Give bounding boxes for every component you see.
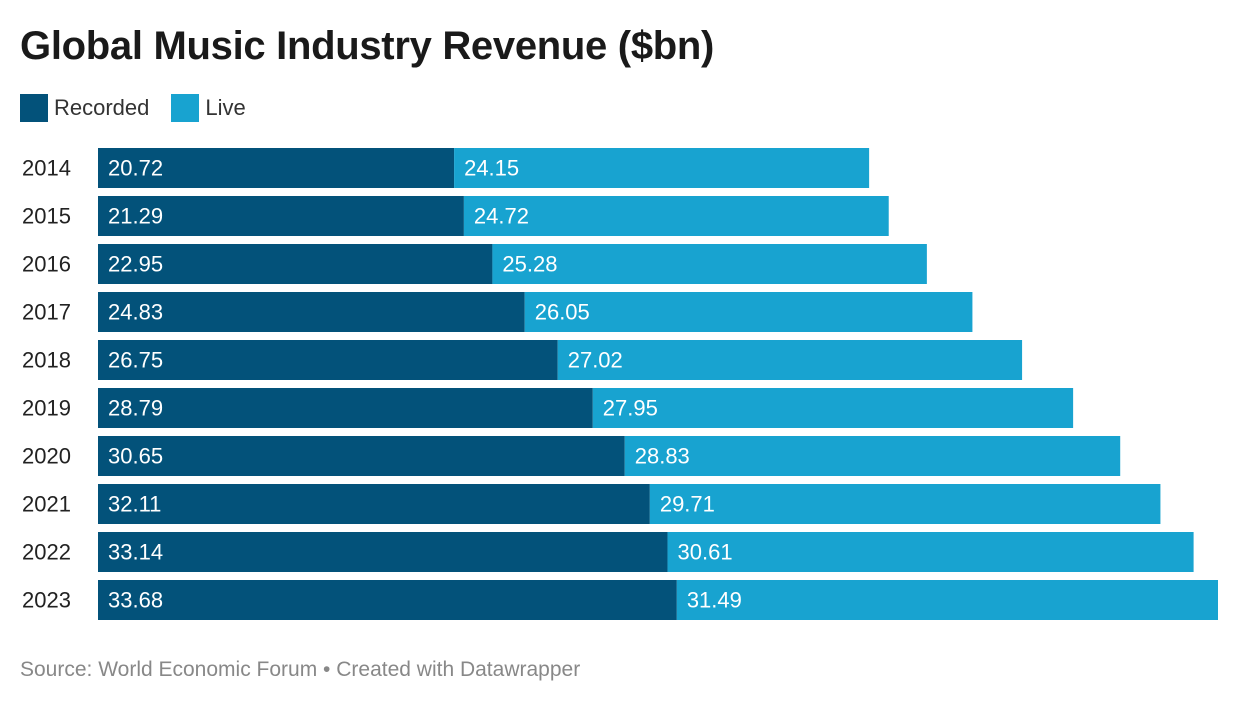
data-label-live-2022: 30.61: [678, 540, 733, 565]
bar-recorded-2017: [98, 292, 525, 332]
data-label-live-2018: 27.02: [568, 348, 623, 373]
category-label-2022: 2022: [22, 540, 71, 565]
legend-item-live: Live: [171, 94, 246, 122]
bar-recorded-2015: [98, 196, 464, 236]
data-label-live-2016: 25.28: [502, 252, 557, 277]
legend-swatch-live: [171, 94, 200, 122]
data-label-recorded-2015: 21.29: [108, 204, 163, 229]
bar-recorded-2014: [98, 148, 455, 188]
legend-label-recorded: Recorded: [54, 95, 150, 120]
bar-recorded-2019: [98, 388, 593, 428]
data-label-recorded-2018: 26.75: [108, 348, 163, 373]
bar-live-2016: [492, 244, 927, 284]
bar-recorded-2020: [98, 436, 625, 476]
category-label-2016: 2016: [22, 252, 71, 277]
data-label-live-2017: 26.05: [535, 300, 590, 325]
data-label-live-2015: 24.72: [474, 204, 529, 229]
category-label-2023: 2023: [22, 588, 71, 613]
bar-recorded-2023: [98, 580, 677, 620]
bar-live-2015: [463, 196, 889, 236]
bar-live-2021: [649, 484, 1161, 524]
data-label-recorded-2019: 28.79: [108, 396, 163, 421]
bar-recorded-2018: [98, 340, 558, 380]
data-label-recorded-2014: 20.72: [108, 156, 163, 181]
bar-live-2019: [592, 388, 1074, 428]
bar-live-2017: [524, 292, 973, 332]
bar-live-2020: [624, 436, 1121, 476]
bar-recorded-2016: [98, 244, 493, 284]
bar-live-2022: [667, 532, 1194, 572]
data-label-recorded-2023: 33.68: [108, 588, 163, 613]
data-label-recorded-2020: 30.65: [108, 444, 163, 469]
data-label-recorded-2021: 32.11: [108, 492, 161, 517]
category-label-2019: 2019: [22, 396, 71, 421]
data-label-recorded-2022: 33.14: [108, 540, 163, 565]
category-label-2018: 2018: [22, 348, 71, 373]
data-label-live-2023: 31.49: [687, 588, 742, 613]
bar-live-2018: [557, 340, 1023, 380]
legend: Recorded Live: [20, 94, 268, 122]
chart-title: Global Music Industry Revenue ($bn): [20, 24, 715, 68]
bar-chart: 2014 20.72 24.15 2015 21.29 24.72 2016 22.95 25.…: [22, 148, 1218, 620]
bar-live-2014: [454, 148, 870, 188]
data-label-live-2021: 29.71: [660, 492, 715, 517]
category-label-2017: 2017: [22, 300, 71, 325]
bar-live-2023: [676, 580, 1218, 620]
source-note: Source: World Economic Forum • Created w…: [20, 658, 581, 681]
legend-swatch-recorded: [20, 94, 48, 122]
category-label-2021: 2021: [22, 492, 71, 517]
data-label-live-2014: 24.15: [464, 156, 519, 181]
bar-recorded-2022: [98, 532, 668, 572]
data-label-live-2020: 28.83: [635, 444, 690, 469]
data-label-live-2019: 27.95: [603, 396, 658, 421]
data-label-recorded-2017: 24.83: [108, 300, 163, 325]
legend-item-recorded: Recorded: [20, 94, 149, 122]
data-label-recorded-2016: 22.95: [108, 252, 163, 277]
legend-label-live: Live: [205, 95, 246, 120]
category-label-2015: 2015: [22, 204, 71, 229]
category-label-2020: 2020: [22, 444, 71, 469]
bar-recorded-2021: [98, 484, 650, 524]
category-label-2014: 2014: [22, 156, 71, 181]
